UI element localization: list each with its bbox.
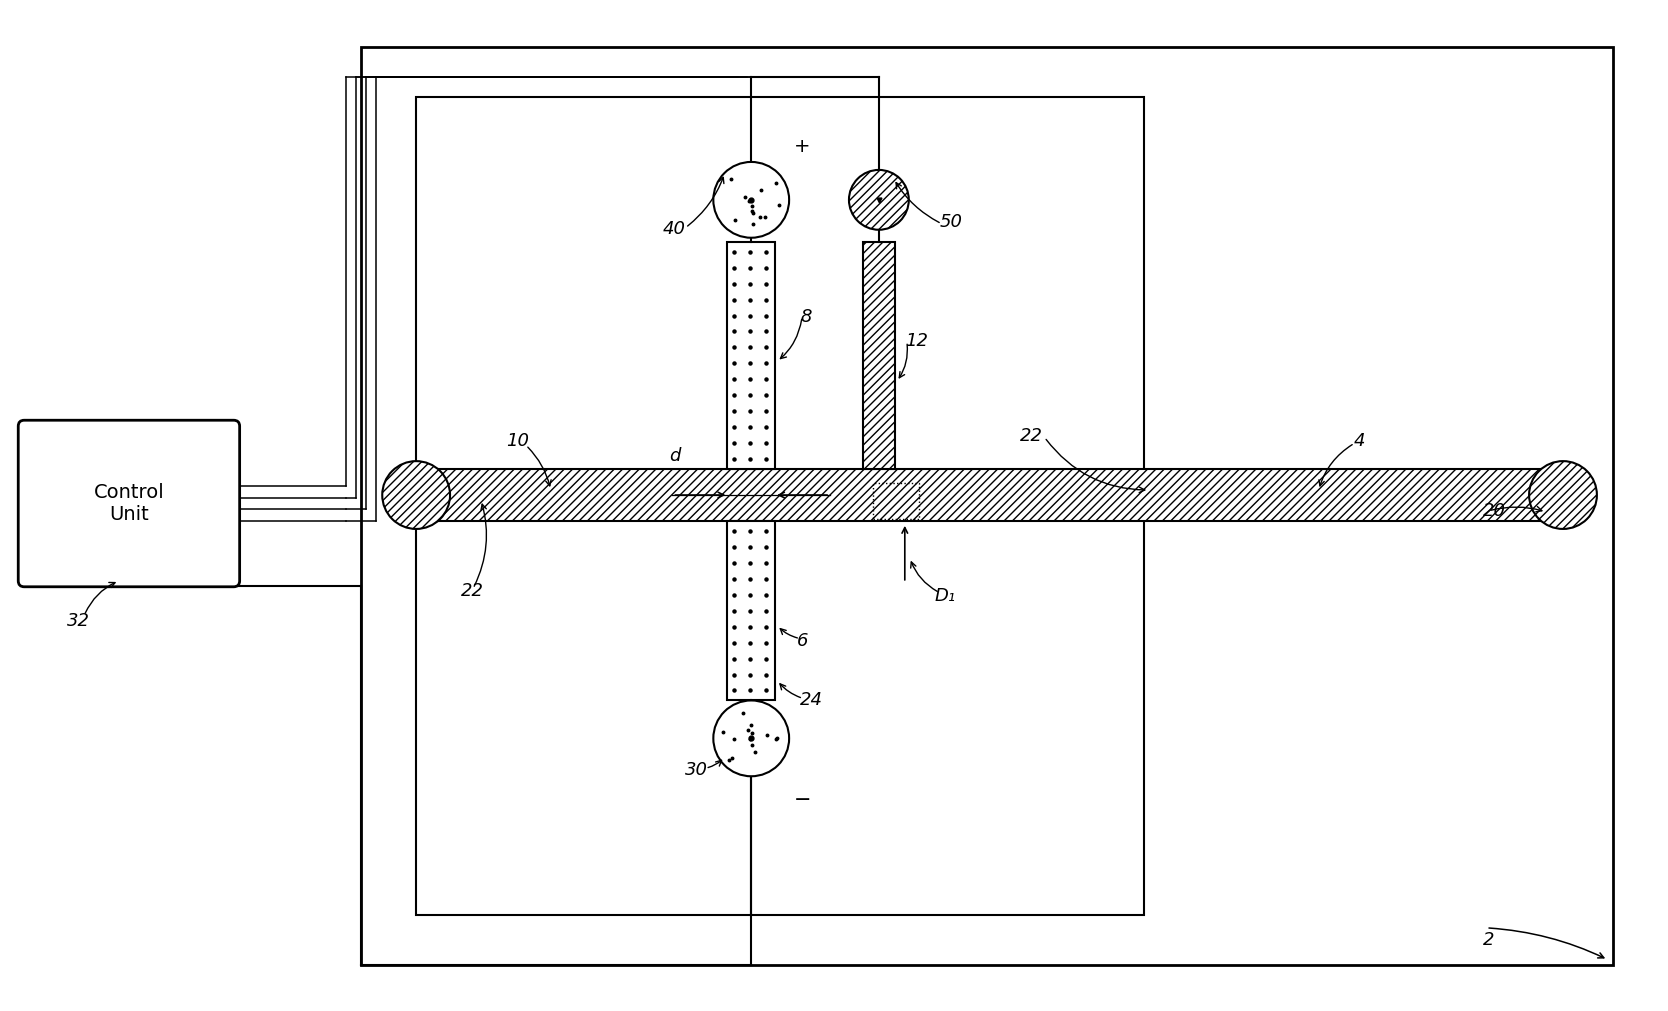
Bar xyxy=(415,469,1563,521)
Text: 20: 20 xyxy=(1483,502,1506,520)
Bar xyxy=(872,483,919,519)
Circle shape xyxy=(714,701,789,776)
Text: 4: 4 xyxy=(1353,432,1364,450)
Text: 10: 10 xyxy=(505,432,529,450)
Bar xyxy=(415,97,1144,915)
Text: 22: 22 xyxy=(460,581,484,600)
Text: 32: 32 xyxy=(67,612,90,630)
Circle shape xyxy=(714,162,789,238)
Bar xyxy=(862,242,894,469)
Circle shape xyxy=(849,170,909,229)
FancyBboxPatch shape xyxy=(18,421,240,586)
Bar xyxy=(727,521,776,701)
Bar xyxy=(362,48,1613,964)
Text: Control
Unit: Control Unit xyxy=(93,483,165,524)
Circle shape xyxy=(382,461,450,529)
Text: +: + xyxy=(794,136,811,156)
Text: 12: 12 xyxy=(904,333,927,351)
Text: 2: 2 xyxy=(1483,931,1495,948)
Bar xyxy=(727,242,776,469)
Text: 22: 22 xyxy=(1019,428,1042,445)
Text: D₁: D₁ xyxy=(934,586,956,605)
Text: 6: 6 xyxy=(797,632,809,650)
Text: 30: 30 xyxy=(686,761,709,779)
Circle shape xyxy=(1530,461,1596,529)
Text: 40: 40 xyxy=(662,219,686,238)
Text: d: d xyxy=(669,447,681,465)
Text: 50: 50 xyxy=(939,212,962,231)
Text: −: − xyxy=(794,791,812,810)
Text: 24: 24 xyxy=(801,692,822,710)
Text: 8: 8 xyxy=(801,307,812,326)
